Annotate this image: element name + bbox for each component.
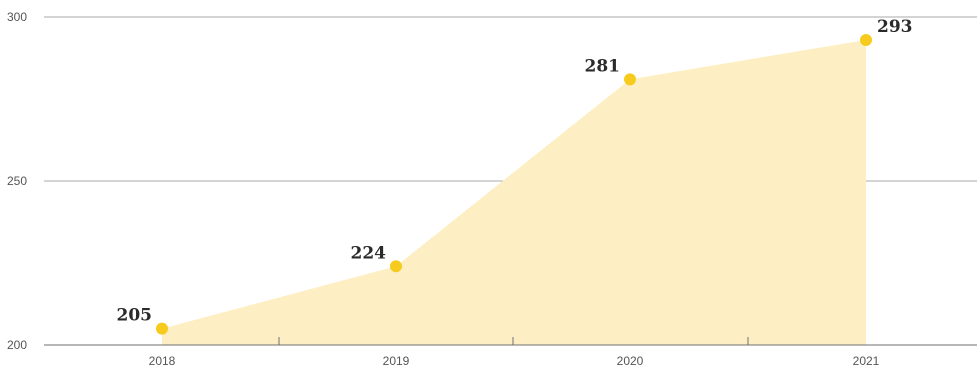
x-axis-tick-labels: 2018 2019 2020 2021 [149,354,880,368]
data-point-2020 [624,73,636,86]
x-tick-label-2020: 2020 [617,354,644,368]
x-axis-ticks [278,337,749,345]
data-label-2019: 224 [351,243,387,263]
data-point-2019 [390,260,402,273]
data-label-2018: 205 [117,306,153,326]
x-tick-label-2021: 2021 [853,354,880,368]
y-tick-label-200: 200 [7,338,27,352]
x-tick-label-2018: 2018 [149,354,176,368]
data-points [156,33,872,335]
x-tick-label-2019: 2019 [383,354,410,368]
data-point-2021 [860,33,872,46]
y-axis-tick-labels: 200 250 300 [7,10,27,352]
y-tick-label-300: 300 [7,10,27,24]
data-label-2021: 293 [877,17,913,37]
area-series [162,39,866,346]
data-label-2020: 281 [585,56,621,76]
y-tick-label-250: 250 [7,174,27,188]
data-point-2018 [156,322,168,335]
data-labels: 205 224 281 293 [117,17,913,326]
